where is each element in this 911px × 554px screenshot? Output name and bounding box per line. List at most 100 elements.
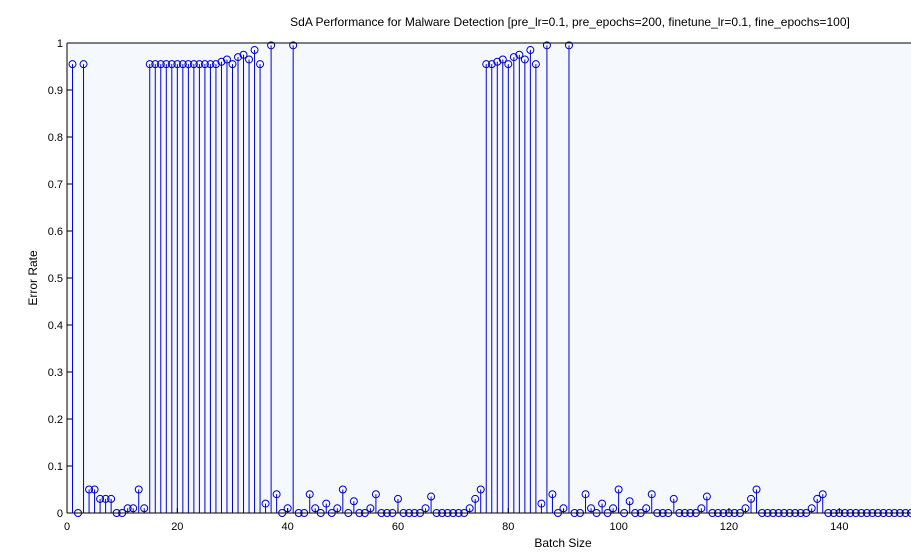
- stem-point: [609, 504, 618, 513]
- stem-marker: [669, 494, 678, 503]
- stem-marker: [366, 504, 375, 513]
- stem-marker: [134, 485, 143, 494]
- stem-point: [90, 485, 99, 513]
- stem-point: [68, 60, 77, 513]
- stem-marker: [697, 504, 706, 513]
- stem-marker: [504, 60, 513, 69]
- x-tick-label: 60: [392, 521, 404, 533]
- stem-marker: [267, 41, 276, 50]
- stem-point: [813, 494, 822, 513]
- stem-point: [200, 60, 209, 513]
- stem-point: [366, 504, 375, 513]
- y-tick-label: 0.5: [48, 273, 63, 285]
- stem-point: [250, 46, 259, 513]
- stem-point: [267, 41, 276, 513]
- stem-marker: [234, 53, 243, 62]
- stem-point: [333, 504, 342, 513]
- stem-point: [526, 46, 535, 513]
- stem-marker: [162, 60, 171, 69]
- stem-point: [338, 485, 347, 513]
- stem-marker: [261, 499, 270, 508]
- stem-marker: [581, 490, 590, 499]
- chart-title: SdA Performance for Malware Detection [p…: [290, 15, 850, 29]
- stem-marker: [625, 497, 634, 506]
- stem-point: [493, 57, 502, 513]
- stem-marker: [206, 60, 215, 69]
- stem-marker: [322, 499, 331, 508]
- stem-marker: [85, 485, 94, 494]
- stem-point: [178, 60, 187, 513]
- stem-marker: [101, 494, 110, 503]
- stem-point: [261, 499, 270, 513]
- stem-marker: [217, 57, 226, 66]
- stem-point: [702, 492, 711, 513]
- stem-point: [504, 60, 513, 513]
- stem-point: [349, 497, 358, 513]
- stem-marker: [338, 485, 347, 494]
- stem-point: [234, 53, 243, 513]
- stem-marker: [493, 57, 502, 66]
- stem-marker: [421, 504, 430, 513]
- stem-point: [465, 504, 474, 513]
- stem-point: [145, 60, 154, 513]
- stem-point: [752, 485, 761, 513]
- stem-marker: [68, 60, 77, 69]
- stem-marker: [807, 504, 816, 513]
- stem-marker: [509, 53, 518, 62]
- stem-point: [498, 55, 507, 513]
- y-tick-label: 0.6: [48, 226, 63, 238]
- stem-marker: [471, 494, 480, 503]
- stem-marker: [476, 485, 485, 494]
- stem-marker: [542, 41, 551, 50]
- stem-marker: [90, 485, 99, 494]
- stem-point: [189, 60, 198, 513]
- stem-marker: [222, 55, 231, 64]
- stem-point: [129, 504, 138, 513]
- stem-point: [421, 504, 430, 513]
- stem-marker: [498, 55, 507, 64]
- stem-marker: [587, 504, 596, 513]
- stem-marker: [752, 485, 761, 494]
- y-tick-label: 0.2: [48, 414, 63, 426]
- stem-marker: [564, 41, 573, 50]
- stem-point: [289, 41, 298, 513]
- stem-point: [184, 60, 193, 513]
- stem-point: [222, 55, 231, 513]
- stem-point: [482, 60, 491, 513]
- stem-point: [256, 60, 265, 513]
- stem-point: [669, 494, 678, 513]
- stem-marker: [167, 60, 176, 69]
- stem-point: [79, 60, 88, 513]
- stem-point: [537, 499, 546, 513]
- stem-point: [195, 60, 204, 513]
- x-tick-label: 20: [171, 521, 183, 533]
- stem-point: [311, 504, 320, 513]
- stem-point: [598, 499, 607, 513]
- stem-marker: [371, 490, 380, 499]
- x-tick-label: 120: [720, 521, 738, 533]
- stem-marker: [211, 60, 220, 69]
- stem-marker: [195, 60, 204, 69]
- stem-marker: [741, 504, 750, 513]
- stem-marker: [482, 60, 491, 69]
- x-tick-label: 100: [609, 521, 627, 533]
- stem-marker: [647, 490, 656, 499]
- stem-marker: [250, 46, 259, 55]
- stem-point: [96, 494, 105, 513]
- stem-marker: [642, 504, 651, 513]
- stem-marker: [465, 504, 474, 513]
- stem-point: [173, 60, 182, 513]
- stem-marker: [129, 504, 138, 513]
- stem-point: [515, 50, 524, 513]
- stem-point: [647, 490, 656, 513]
- stem-point: [85, 485, 94, 513]
- stem-marker: [123, 504, 132, 513]
- stem-marker: [548, 490, 557, 499]
- stem-marker: [239, 50, 248, 59]
- stem-point: [123, 504, 132, 513]
- stem-marker: [272, 490, 281, 499]
- stem-marker: [349, 497, 358, 506]
- stem-marker: [145, 60, 154, 69]
- stem-point: [371, 490, 380, 513]
